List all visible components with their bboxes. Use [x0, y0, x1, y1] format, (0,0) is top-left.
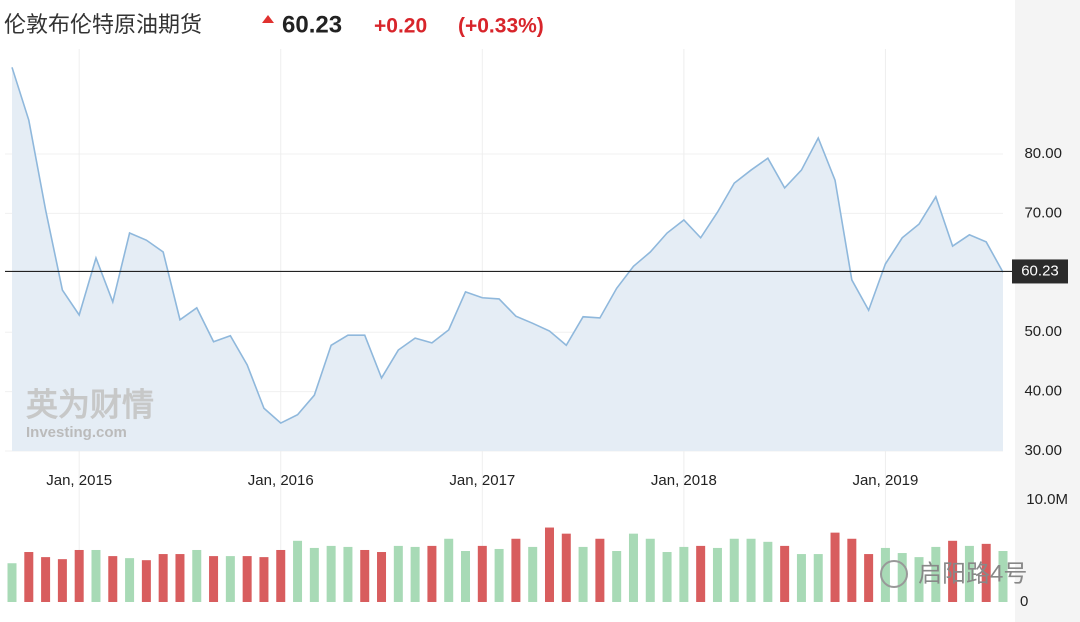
volume-bar: [645, 538, 655, 602]
volume-bar: [964, 545, 974, 602]
change-pct: (+0.33%): [458, 15, 544, 38]
volume-bar: [360, 549, 370, 602]
volume-bar: [74, 549, 84, 602]
volume-bar: [293, 540, 303, 602]
volume-bar: [578, 546, 588, 602]
corner-watermark: 启阳路4号: [918, 560, 1027, 587]
volume-bar: [125, 558, 135, 602]
watermark: Investing.com: [26, 424, 127, 441]
y-tick-label: 50.00: [1024, 323, 1062, 340]
volume-bar: [242, 556, 252, 602]
volume-bar: [544, 527, 554, 602]
y-tick-label: 70.00: [1024, 204, 1062, 221]
volume-bar: [948, 540, 958, 602]
volume-bar: [813, 554, 823, 602]
volume-bar: [998, 551, 1008, 602]
volume-bar: [57, 559, 67, 602]
volume-bar: [914, 557, 924, 602]
volume-bar: [477, 545, 487, 602]
price-tag: [1012, 259, 1068, 284]
volume-bar: [7, 563, 17, 602]
watermark: 英为财情: [26, 386, 154, 422]
volume-bar: [91, 549, 101, 602]
volume-bar: [393, 545, 403, 602]
price: 60.23: [282, 11, 342, 38]
chart-title: 伦敦布伦特原油期货: [4, 12, 202, 37]
volume-bar: [595, 538, 605, 602]
volume-bar: [780, 545, 790, 602]
volume-bar: [410, 546, 420, 602]
volume-bar: [561, 533, 571, 602]
volume-bar: [511, 538, 521, 602]
price-tag-label: 60.23: [1021, 262, 1059, 279]
volume-bar: [24, 552, 34, 602]
volume-bar: [326, 545, 336, 602]
volume-bar: [461, 551, 471, 602]
volume-bar: [864, 554, 874, 602]
volume-bar: [377, 552, 387, 602]
volume-bar: [679, 546, 689, 602]
volume-bar: [628, 533, 638, 602]
y-tick-label: 40.00: [1024, 383, 1062, 400]
volume-bar: [612, 551, 622, 602]
side-strip: [1015, 0, 1080, 622]
volume-tick-label: 10.0M: [1026, 491, 1068, 508]
volume-bar: [444, 538, 454, 602]
volume-bar: [830, 532, 840, 602]
volume-bar: [175, 554, 185, 602]
volume-bar: [41, 557, 51, 602]
volume-bar: [981, 543, 991, 602]
up-arrow: [262, 15, 274, 23]
volume-bar: [880, 547, 890, 602]
volume-bar: [729, 538, 739, 602]
x-tick-label: Jan, 2016: [248, 472, 314, 489]
volume-bar: [427, 545, 437, 602]
volume-bar: [494, 548, 504, 602]
volume-bar: [259, 557, 269, 602]
volume-bar: [931, 546, 941, 602]
x-tick-label: Jan, 2015: [46, 472, 112, 489]
x-tick-label: Jan, 2017: [449, 472, 515, 489]
volume-bar: [108, 556, 118, 602]
area-fill: [12, 67, 1003, 451]
volume-bar: [712, 547, 722, 602]
volume-bar: [309, 547, 319, 602]
change: +0.20: [374, 15, 427, 38]
volume-bar: [209, 556, 219, 602]
x-tick-label: Jan, 2019: [852, 472, 918, 489]
volume-bar: [343, 546, 353, 602]
x-tick-label: Jan, 2018: [651, 472, 717, 489]
y-tick-label: 30.00: [1024, 442, 1062, 459]
volume-bar: [141, 560, 151, 602]
price-line: [11, 67, 1004, 425]
volume-bar: [746, 538, 756, 602]
volume-bar: [276, 549, 286, 602]
volume-bar: [225, 556, 235, 602]
wechat-icon: [880, 560, 908, 588]
volume-bar: [662, 552, 672, 602]
volume-tick-label: 0: [1020, 593, 1028, 610]
y-tick-label: 80.00: [1024, 145, 1062, 162]
volume-bar: [192, 549, 202, 602]
volume-bar: [897, 553, 907, 602]
volume-bar: [158, 554, 168, 602]
volume-bar: [528, 546, 538, 602]
volume-bar: [847, 538, 857, 602]
volume-bar: [696, 545, 706, 602]
volume-bar: [796, 554, 806, 602]
volume-bar: [763, 541, 773, 602]
